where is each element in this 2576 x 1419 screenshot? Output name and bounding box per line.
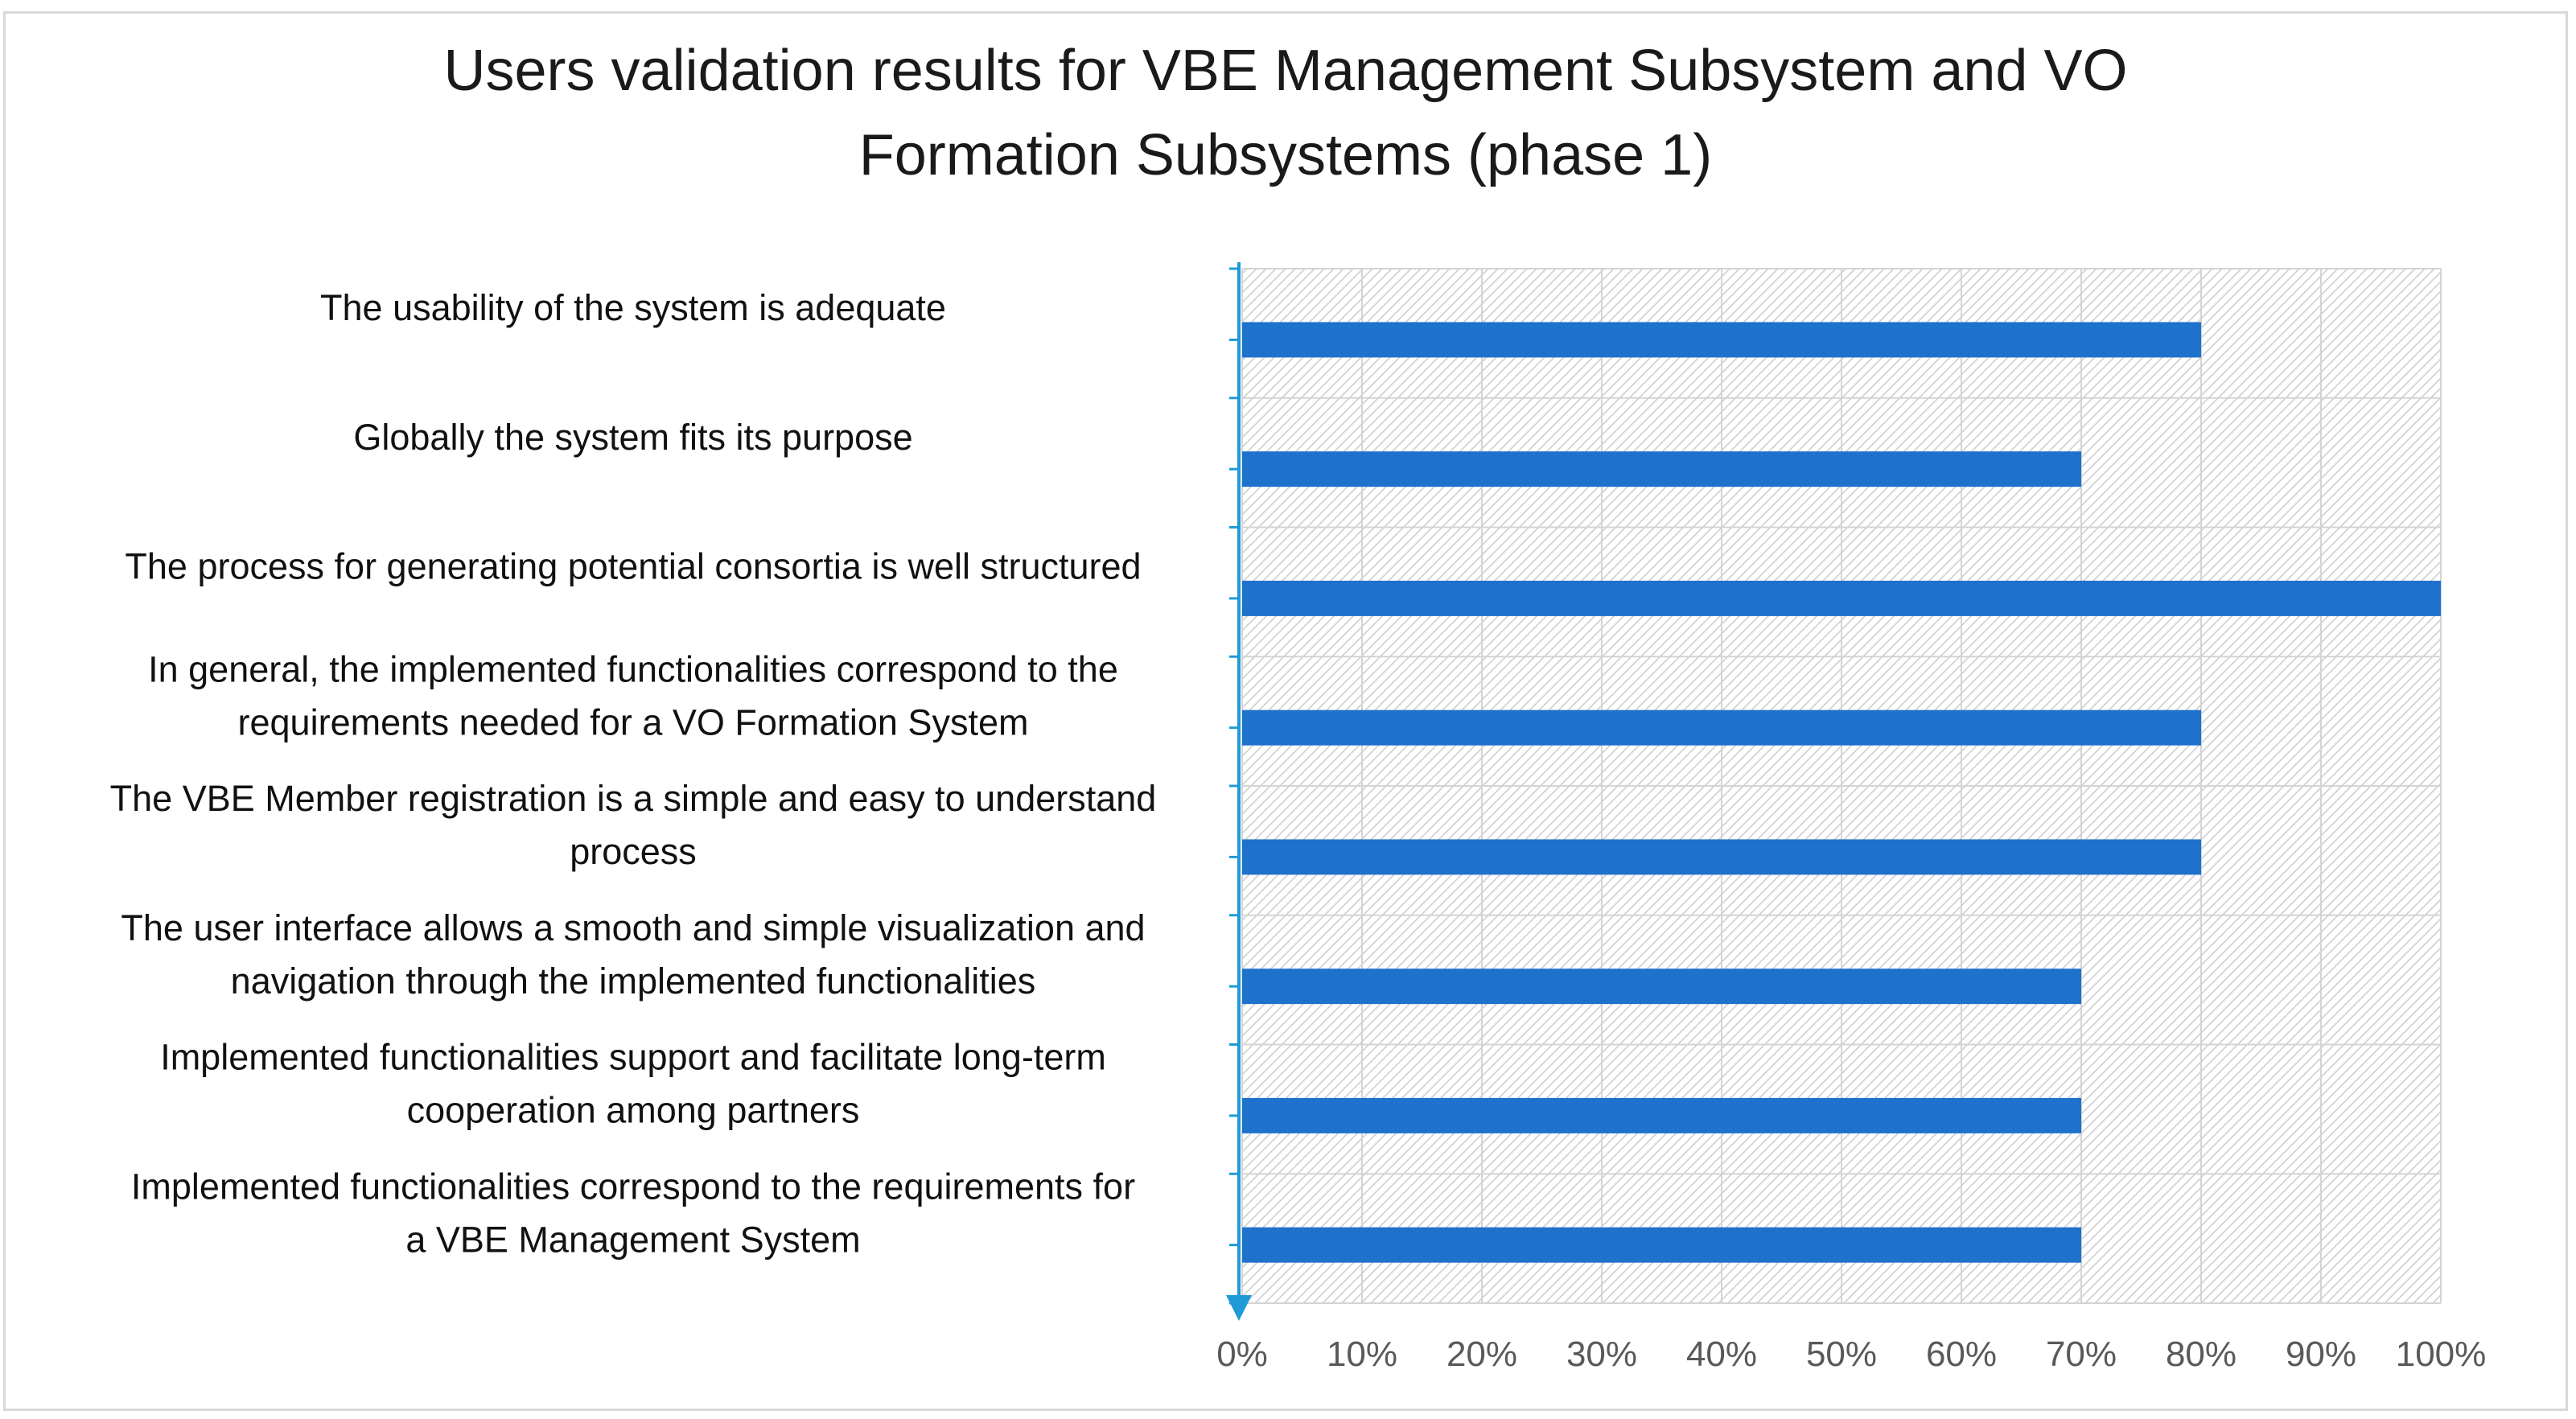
category-label-3-line-0: In general, the implemented functionalit… xyxy=(148,648,1118,689)
bars xyxy=(1242,322,2441,1263)
bar-6 xyxy=(1242,1097,2081,1133)
category-label-0: The usability of the system is adequate xyxy=(320,287,946,328)
category-label-6: Implemented functionalities support and … xyxy=(160,1037,1106,1131)
bar-5 xyxy=(1242,969,2081,1005)
gridlines xyxy=(1241,268,2442,1304)
x-tick-label-8: 80% xyxy=(2166,1335,2237,1374)
category-label-4-line-1: process xyxy=(570,831,697,872)
y-axis-arrow xyxy=(1226,1295,1252,1321)
category-label-1-line-0: Globally the system fits its purpose xyxy=(353,417,912,458)
chart-title-line-2: Formation Subsystems (phase 1) xyxy=(859,123,1712,187)
x-tick-label-3: 30% xyxy=(1566,1335,1637,1374)
category-label-0-line-0: The usability of the system is adequate xyxy=(320,287,946,328)
category-label-7: Implemented functionalities correspond t… xyxy=(131,1166,1135,1260)
category-label-5: The user interface allows a smooth and s… xyxy=(121,907,1145,1002)
bar-7 xyxy=(1242,1227,2081,1263)
x-tick-labels: 0% 10% 20% 30% 40% 50% 60% 70% 80% 90% 100% xyxy=(1216,1335,2486,1374)
category-label-4: The VBE Member registration is a simple … xyxy=(110,778,1157,872)
bar-3 xyxy=(1242,710,2201,746)
y-axis xyxy=(1226,262,1252,1321)
chart-title-line-1: Users validation results for VBE Managem… xyxy=(444,39,2128,103)
x-tick-label-5: 50% xyxy=(1806,1335,1877,1374)
bar-2 xyxy=(1242,580,2441,616)
category-label-6-line-0: Implemented functionalities support and … xyxy=(160,1037,1106,1078)
x-tick-label-9: 90% xyxy=(2286,1335,2356,1374)
category-label-5-line-1: navigation through the implemented funct… xyxy=(231,960,1036,1002)
x-tick-label-6: 60% xyxy=(1926,1335,1997,1374)
category-label-4-line-0: The VBE Member registration is a simple … xyxy=(110,778,1157,819)
category-label-3-line-1: requirements needed for a VO Formation S… xyxy=(238,701,1029,742)
x-tick-label-4: 40% xyxy=(1686,1335,1757,1374)
chart-frame: Users validation results for VBE Managem… xyxy=(3,11,2568,1411)
x-tick-label-1: 10% xyxy=(1327,1335,1397,1374)
category-label-5-line-0: The user interface allows a smooth and s… xyxy=(121,907,1145,948)
category-label-3: In general, the implemented functionalit… xyxy=(148,648,1118,742)
category-labels: The usability of the system is adequate G… xyxy=(110,287,1157,1260)
bar-chart: Users validation results for VBE Managem… xyxy=(110,39,2487,1374)
category-label-7-line-1: a VBE Management System xyxy=(405,1219,860,1260)
bar-0 xyxy=(1242,322,2201,358)
category-label-7-line-0: Implemented functionalities correspond t… xyxy=(131,1166,1135,1207)
bar-1 xyxy=(1242,451,2081,487)
category-label-2-line-0: The process for generating potential con… xyxy=(125,546,1141,587)
x-tick-label-7: 70% xyxy=(2046,1335,2117,1374)
category-label-1: Globally the system fits its purpose xyxy=(353,417,912,458)
category-label-6-line-1: cooperation among partners xyxy=(407,1090,860,1131)
x-tick-label-10: 100% xyxy=(2396,1335,2487,1374)
bar-4 xyxy=(1242,839,2201,875)
x-tick-label-0: 0% xyxy=(1216,1335,1268,1374)
x-tick-label-2: 20% xyxy=(1446,1335,1517,1374)
category-label-2: The process for generating potential con… xyxy=(125,546,1141,587)
